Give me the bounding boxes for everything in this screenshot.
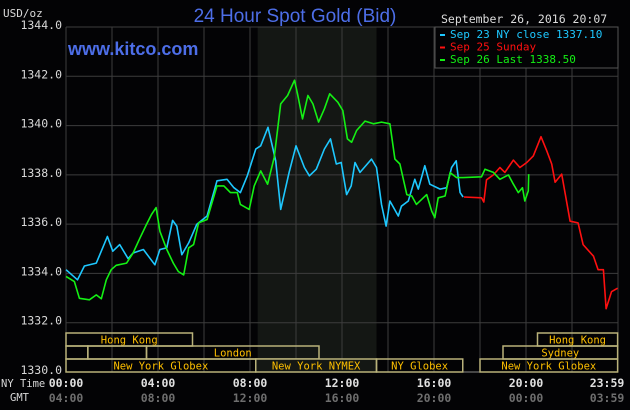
x-tick-label-ny: 04:00 [141,376,176,390]
y-tick-label: 1340.0 [20,117,62,131]
x-tick-label-ny: 23:59 [590,376,625,390]
x-tick-label-ny: 20:00 [509,376,544,390]
legend-box [434,26,619,69]
x-tick-label-gmt: 08:00 [141,391,176,405]
legend-swatch [440,46,445,49]
series-line-1 [463,135,618,310]
x-tick-label-gmt: 04:00 [49,391,84,405]
grid [65,26,619,373]
x-tick-label-gmt: 12:00 [233,391,268,405]
x-tick-label-ny: 16:00 [417,376,452,390]
session-label: NY Globex [391,361,448,373]
y-tick-label: 1336.0 [20,215,62,229]
session-label: London [214,348,252,360]
x-tick-label-ny: 08:00 [233,376,268,390]
x-tick-label-gmt: 20:00 [417,391,452,405]
y-axis-label: USD/oz [3,7,43,20]
x-tick-label-ny: 00:00 [49,376,84,390]
ny-time-label: NY Time [1,378,45,390]
session-label: Hong Kong [101,335,158,347]
legend-swatch [440,34,445,36]
website-watermark: www.kitco.com [67,39,198,59]
series-lines [65,79,618,310]
series-line-0 [65,126,464,281]
session-label: New York Globex [113,361,208,373]
timestamp: September 26, 2016 20:07 [441,12,607,26]
x-tick-label-gmt: 00:00 [509,391,544,405]
session-label: Sydney [541,348,579,360]
y-tick-label: 1338.0 [20,166,62,180]
x-tick-label-gmt: 03:59 [590,391,625,405]
y-tick-label: 1344.0 [20,18,62,32]
highlight-band [257,27,377,372]
x-tick-label-ny: 12:00 [325,376,360,390]
legend-entry: Sep 26 Last 1338.50 [450,53,576,66]
session-box [375,358,464,373]
x-tick-label-gmt: 16:00 [325,391,360,405]
y-tick-label: 1342.0 [20,67,62,81]
gmt-label: GMT [10,392,30,404]
series-line-2 [65,79,530,301]
session-box [87,345,148,360]
y-tick-label: 1330.0 [20,363,62,377]
session-box [479,358,619,373]
chart-title: 24 Hour Spot Gold (Bid) [194,6,397,27]
y-tick-label: 1334.0 [20,264,62,278]
legend-swatch [440,59,445,61]
legend-entry: Sep 23 NY close 1337.10 [450,28,602,41]
session-label: New York NYMEX [272,361,361,373]
legend-entry: Sep 25 Sunday [450,41,536,54]
session-label: New York Globex [501,361,596,373]
session-box [65,345,89,360]
session-label: Hong Kong [549,335,606,347]
y-tick-label: 1332.0 [20,314,62,328]
